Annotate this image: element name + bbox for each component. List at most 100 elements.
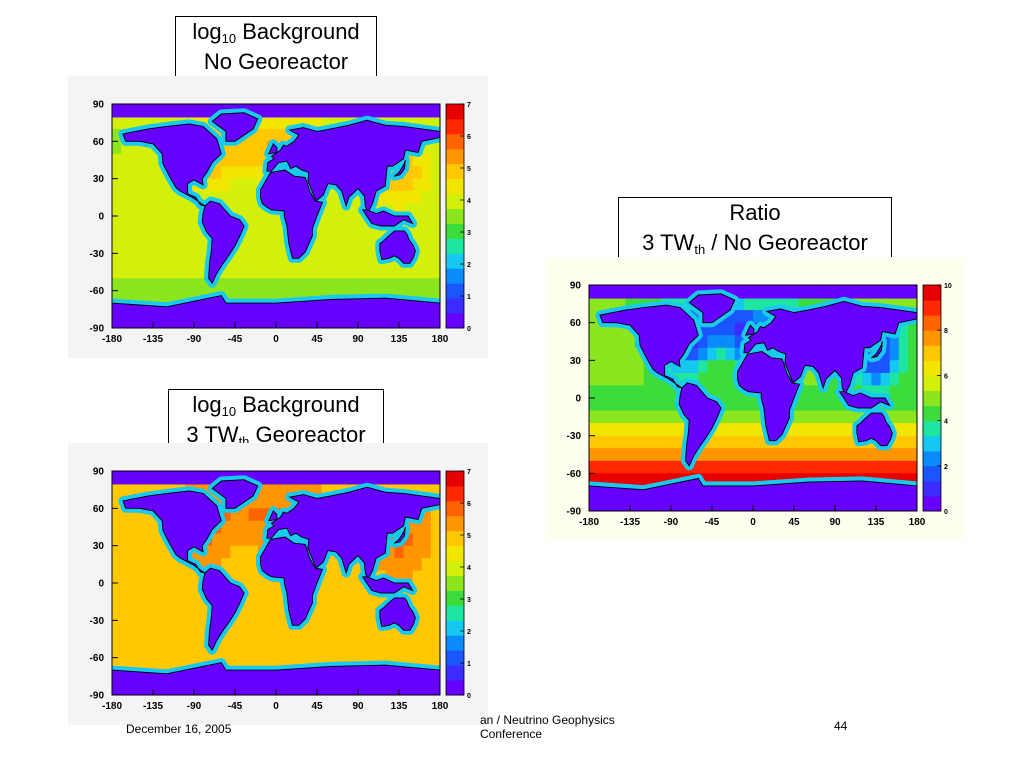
heatmap-cell — [248, 253, 259, 267]
heatmap-cell — [743, 460, 754, 474]
heatmap-cell — [139, 240, 149, 254]
heatmap-cell — [634, 385, 645, 399]
y-tick-label: -90 — [90, 691, 105, 702]
heatmap-cell — [880, 372, 891, 387]
heatmap-cell — [385, 278, 395, 292]
colorbar-segment — [446, 635, 464, 651]
heatmap-cell — [194, 570, 204, 584]
heatmap-cell — [194, 203, 204, 217]
colorbar-segment — [446, 515, 464, 532]
heatmap-cell — [412, 595, 423, 609]
heatmap-cell — [725, 473, 736, 487]
heatmap-cell — [121, 153, 131, 167]
heatmap-cell — [121, 657, 131, 671]
heatmap-cell — [789, 423, 800, 437]
x-tick-label: -90 — [664, 517, 679, 528]
heatmap-cell — [130, 595, 140, 609]
heatmap-cell — [771, 460, 781, 474]
heatmap-cell — [898, 385, 909, 399]
y-tick-label: 90 — [570, 281, 582, 292]
heatmap-cell — [230, 278, 241, 292]
x-tick-label: 90 — [352, 334, 364, 345]
heatmap-cell — [321, 278, 332, 292]
heatmap-cell — [121, 483, 131, 497]
heatmap-cell — [112, 558, 122, 572]
heatmap-cell — [157, 645, 168, 659]
heatmap-cell — [121, 607, 131, 621]
y-tick-label: -90 — [90, 324, 105, 335]
heatmap-cell — [421, 632, 432, 646]
heatmap-cell — [257, 520, 268, 534]
heatmap-cell — [403, 265, 414, 279]
heatmap-cell — [652, 473, 663, 487]
heatmap-cell — [184, 265, 195, 279]
heatmap-cell — [789, 410, 800, 424]
heatmap-cell — [130, 508, 140, 522]
colorbar-segment — [446, 268, 464, 284]
heatmap-cell — [166, 570, 177, 584]
heatmap-cell — [589, 423, 599, 437]
heatmap-cell — [139, 583, 149, 596]
heatmap-cell — [130, 178, 140, 192]
heatmap-cell — [166, 595, 177, 609]
heatmap-cell — [321, 620, 332, 634]
heatmap-cell — [130, 607, 140, 621]
heatmap-cell — [257, 570, 268, 584]
heatmap-cell — [907, 398, 917, 412]
heatmap-cell — [625, 473, 636, 487]
heatmap-cell — [421, 178, 432, 192]
heatmap-cell — [835, 435, 845, 449]
heatmap-cell — [221, 153, 231, 167]
heatmap-cell — [321, 583, 332, 596]
heatmap-cell — [139, 203, 149, 217]
heatmap-cell — [421, 607, 432, 621]
x-tick-label: -45 — [705, 517, 720, 528]
heatmap-cell — [112, 240, 122, 254]
heatmap-cell — [634, 423, 645, 437]
heatmap-cell — [825, 410, 836, 424]
heatmap-cell — [385, 645, 395, 659]
heatmap-cell — [403, 278, 414, 292]
heatmap-cell — [907, 347, 917, 361]
heatmap-cell — [285, 657, 295, 671]
heatmap-cell — [780, 448, 790, 462]
heatmap-cell — [421, 166, 432, 180]
heatmap-cell — [121, 533, 131, 547]
heatmap-cell — [166, 265, 177, 279]
heatmap-cell — [734, 448, 745, 462]
heatmap-cell — [321, 632, 332, 646]
heatmap-cell — [421, 545, 432, 559]
heatmap-cell — [367, 228, 377, 242]
heatmap-cell — [266, 607, 277, 621]
heatmap-cell — [643, 473, 654, 487]
heatmap-cell — [616, 372, 626, 387]
land-mass — [379, 597, 416, 631]
heatmap-cell — [394, 191, 405, 205]
heatmap-cell — [889, 460, 900, 474]
heatmap-cell — [257, 203, 268, 217]
y-tick-label: -30 — [567, 431, 582, 442]
heatmap-cell — [421, 533, 432, 547]
heatmap-cell — [184, 620, 195, 634]
heatmap-cell — [230, 558, 241, 572]
heatmap-cell — [862, 372, 872, 387]
heatmap-cell — [898, 360, 909, 374]
heatmap-cell — [907, 410, 917, 424]
heatmap-cell — [276, 265, 286, 279]
heatmap-cell — [743, 448, 754, 462]
heatmap-cell — [907, 372, 917, 387]
footer-conference-line1: an / Neutrino Geophysics — [480, 713, 615, 727]
heatmap-cell — [285, 128, 295, 142]
heatmap-cell — [430, 620, 440, 634]
heatmap-cell — [175, 607, 186, 621]
heatmap-cell — [880, 360, 891, 374]
colorbar-frame — [445, 103, 465, 329]
heatmap-cell — [430, 595, 440, 609]
heatmap-cell — [871, 448, 882, 462]
heatmap-cell — [285, 495, 295, 509]
land-mass — [361, 209, 414, 227]
heatmap-cell — [157, 278, 168, 292]
heatmap-cell — [661, 423, 672, 437]
x-tick-label: 135 — [391, 334, 408, 345]
